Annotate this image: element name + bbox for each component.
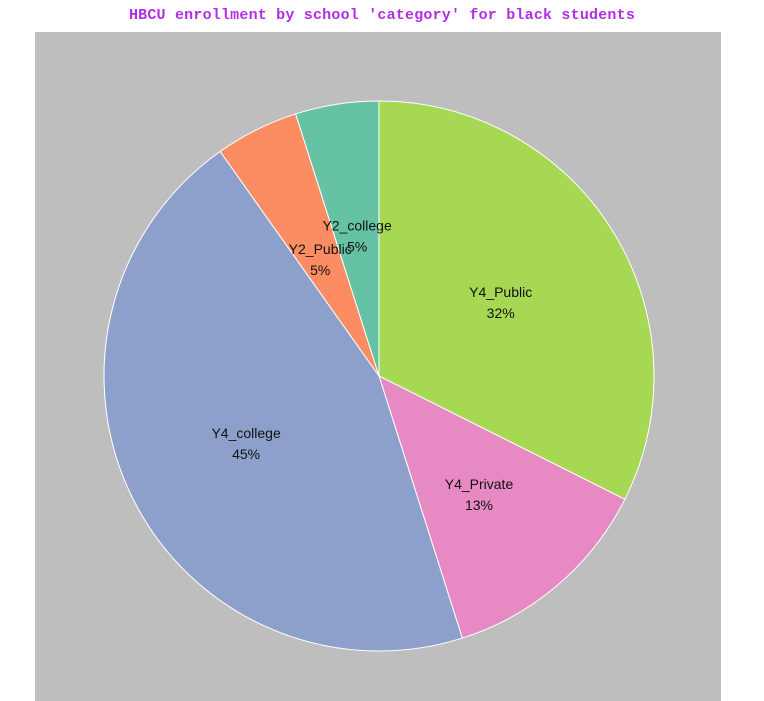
slice-label-y2-public: Y2_Public — [289, 241, 352, 257]
slice-label-y2-college: Y2_college — [322, 218, 391, 234]
slice-label-y4-college: Y4_college — [211, 425, 280, 441]
chart-title: HBCU enrollment by school 'category' for… — [128, 7, 636, 24]
slice-percent-y2-public: 5% — [310, 262, 330, 278]
pie-slice-y4-college — [103, 150, 463, 652]
pie-slice-y2-college — [295, 100, 380, 377]
slice-label-y4-private: Y4_Private — [445, 476, 514, 492]
slice-label-y4-public: Y4_Public — [469, 284, 532, 300]
slice-percent-y4-college: 45% — [232, 446, 260, 462]
slice-percent-y4-public: 32% — [487, 305, 515, 321]
slice-percent-y2-college: 5% — [347, 239, 367, 255]
pie-slice-y4-private — [378, 375, 626, 639]
pie-slice-y4-public — [378, 100, 655, 500]
slice-percent-y4-private: 13% — [465, 497, 493, 513]
